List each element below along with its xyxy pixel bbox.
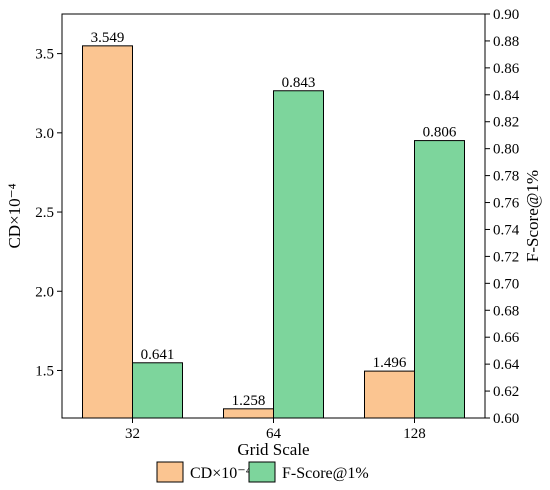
left-tick-label: 3.0 (35, 126, 54, 142)
right-tick-label: 0.82 (493, 115, 519, 131)
legend-swatch-fscore (248, 461, 276, 483)
legend-label-fscore: F-Score@1% (282, 465, 369, 482)
data-label-fscore-32: 0.641 (141, 347, 175, 363)
right-tick-label: 0.70 (493, 276, 519, 292)
left-tick-label: 2.0 (35, 284, 54, 300)
bar-cd-32 (82, 45, 133, 419)
data-label-cd-32: 3.549 (91, 30, 125, 46)
right-tick-label: 0.62 (493, 384, 519, 400)
left-tick-label: 2.5 (35, 205, 54, 221)
left-axis: 1.5 2.0 2.5 3.0 3.5 (35, 47, 62, 379)
x-axis-label: Grid Scale (237, 440, 309, 459)
data-label-cd-64: 1.258 (232, 393, 266, 409)
left-axis-label: CD×10⁻⁴ (5, 183, 24, 248)
data-label-fscore-128: 0.806 (423, 125, 457, 141)
right-axis: 0.60 0.62 0.64 0.66 0.68 0.70 0.72 0.74 0.76 0.78… (485, 7, 520, 427)
right-tick-label: 0.88 (493, 34, 519, 50)
right-tick-label: 0.80 (493, 142, 519, 158)
bar-fscore-32 (132, 362, 183, 419)
bars-group (82, 45, 465, 419)
x-tick-label: 64 (266, 426, 282, 442)
data-label-cd-128: 1.496 (373, 355, 407, 371)
right-tick-label: 0.72 (493, 249, 519, 265)
bar-cd-64 (223, 408, 274, 419)
right-tick-label: 0.68 (493, 303, 519, 319)
right-tick-label: 0.86 (493, 61, 520, 77)
data-label-fscore-64: 0.843 (282, 75, 316, 91)
right-tick-label: 0.76 (493, 196, 520, 212)
right-tick-label: 0.90 (493, 7, 519, 23)
bar-fscore-128 (414, 140, 465, 419)
left-tick-label: 3.5 (35, 47, 54, 63)
right-tick-label: 0.60 (493, 411, 519, 427)
right-tick-label: 0.66 (493, 330, 520, 346)
right-tick-label: 0.84 (493, 88, 520, 104)
legend-swatch-cd (156, 461, 184, 483)
right-tick-label: 0.64 (493, 357, 520, 373)
data-labels-group: 3.549 0.641 1.258 0.843 1.496 0.806 (91, 30, 457, 409)
right-axis-label: F-Score@1% (523, 170, 542, 262)
bar-fscore-64 (273, 90, 324, 419)
legend-label-cd: CD×10⁻⁴ (190, 465, 252, 482)
bar-cd-128 (364, 370, 415, 419)
legend: CD×10⁻⁴ F-Score@1% (156, 461, 369, 483)
left-tick-label: 1.5 (35, 363, 54, 379)
x-tick-label: 128 (403, 426, 426, 442)
right-tick-label: 0.78 (493, 169, 519, 185)
x-axis: 32 64 128 (125, 418, 426, 442)
right-tick-label: 0.74 (493, 222, 520, 238)
x-tick-label: 32 (125, 426, 140, 442)
